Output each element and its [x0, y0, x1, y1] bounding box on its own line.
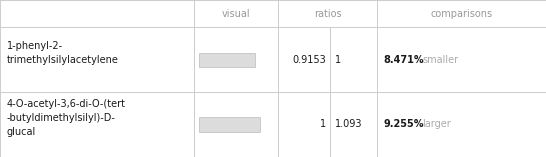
Text: ratios: ratios: [314, 9, 341, 19]
Text: 8.471%: 8.471%: [383, 55, 424, 65]
Text: smaller: smaller: [423, 55, 459, 65]
Text: 1-phenyl-2-
trimethylsilylacetylene: 1-phenyl-2- trimethylsilylacetylene: [7, 41, 118, 65]
Text: 1: 1: [320, 119, 326, 129]
Text: 0.9153: 0.9153: [292, 55, 326, 65]
Text: comparisons: comparisons: [430, 9, 492, 19]
Text: visual: visual: [222, 9, 251, 19]
Bar: [199, 53, 255, 67]
Text: 1: 1: [335, 55, 341, 65]
Text: 4-O-acetyl-3,6-di-O-(tert
-butyldimethylsilyl)-D-
glucal: 4-O-acetyl-3,6-di-O-(tert -butyldimethyl…: [7, 99, 126, 137]
Text: larger: larger: [423, 119, 452, 129]
Text: 1.093: 1.093: [335, 119, 362, 129]
Bar: [199, 117, 260, 132]
Text: 9.255%: 9.255%: [383, 119, 424, 129]
